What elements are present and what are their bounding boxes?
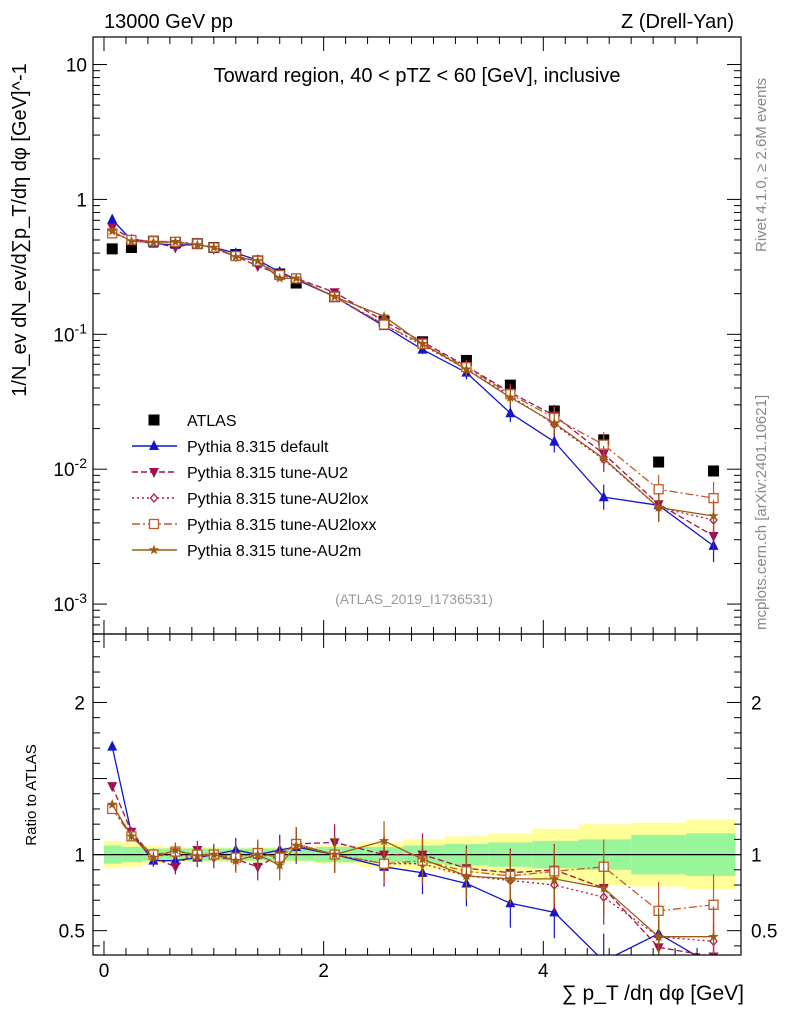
x-tick-label: 2 [318,961,329,982]
legend-marker-pythia-8-315-default [149,440,159,450]
ratio-point-pythia-8-315-tune-au2m [192,850,203,861]
ratio-point-pythia-8-315-default [709,960,719,970]
data-point-pythia-8-315-default [598,491,609,502]
data-point-pythia-8-315-tune-au2m [505,392,516,402]
ratio-point-pythia-8-315-tune-au2 [170,862,181,873]
ratio-point-pythia-8-315-tune-au2m [274,859,285,870]
ratio-point-pythia-8-315-tune-au2m [598,882,609,893]
ratio-point-pythia-8-315-tune-au2m [417,853,428,864]
data-point-pythia-8-315-tune-au2m [417,338,428,349]
legend-marker-pythia-8-315-tune-au2m [148,544,160,555]
ratio-point-pythia-8-315-tune-au2 [107,782,118,793]
ratio-y-tick-label: 1 [74,846,85,867]
ratio-point-pythia-8-315-tune-au2m [461,870,472,881]
data-point-atlas [106,243,118,255]
legend-marker-atlas [148,414,160,426]
ratio-point-pythia-8-315-tune-au2m [329,849,340,859]
ratio-point-pythia-8-315-tune-au2m [505,873,516,884]
data-point-atlas [653,456,665,468]
ratio-point-pythia-8-315-tune-au2m [252,849,263,859]
series-line-pythia-8-315-tune-au2loxx [111,232,714,499]
ratio-plot-layer [93,740,741,970]
legend-marker-pythia-8-315-tune-au2loxx [148,518,160,530]
y-tick-label: 10-1 [53,320,87,346]
data-point-pythia-8-315-tune-au2m [708,510,719,521]
data-point-pythia-8-315-tune-au2m [274,272,285,283]
data-point-pythia-8-315-tune-au2loxx [653,484,664,495]
data-point-pythia-8-315-tune-au2m [329,291,340,302]
data-point-pythia-8-315-tune-au2m [208,242,219,252]
x-tick-label: 4 [538,961,549,982]
rivet-label: Rivet 4.1.0, ≥ 2.6M events [753,78,770,252]
main-plot-layer [106,213,720,563]
data-point-pythia-8-315-tune-au2m [148,236,159,247]
data-point-pythia-8-315-tune-au2m [378,310,390,321]
ratio-y-axis-label: Ratio to ATLAS [23,744,40,845]
data-point-pythia-8-315-tune-au2m [549,417,560,428]
legend-entry-pythia-8-315-tune-au2m: Pythia 8.315 tune-AU2m [187,543,361,560]
ratio-y-tick-label: 2 [74,693,85,714]
legend: ATLAS Pythia 8.315 default Pythia 8.315 tu… [132,413,376,560]
ratio-y-tick-label: 0.5 [59,922,85,943]
data-point-atlas [125,242,137,254]
plot-title: Toward region, 40 < pTZ < 60 [GeV], incl… [214,65,621,87]
y-tick-label: 10-3 [53,590,87,616]
ratio-point-pythia-8-315-tune-au2m [230,855,241,866]
ratio-y-tick-label-right: 1 [751,846,762,867]
x-axis-label: ∑ p_T /dη dφ [GeV] [562,982,744,1005]
ratio-point-pythia-8-315-tune-au2m [291,840,302,850]
data-point-pythia-8-315-tune-au2m [192,239,203,250]
data-point-pythia-8-315-tune-au2m [126,235,137,246]
axes-layer: 0 2 4 10-3 10-2 10-1 1 10 0.5 0.5 1 1 2 2 Toward regio… [9,36,777,1005]
data-point-pythia-8-315-tune-au2m [170,236,181,247]
mcplots-label: mcplots.cern.ch [arXiv:2401.10621] [753,395,770,630]
ratio-point-pythia-8-315-tune-au2m [378,835,390,846]
legend-marker-pythia-8-315-tune-au2lox [149,493,159,503]
ratio-point-pythia-8-315-default [549,906,560,917]
legend-marker-pythia-8-315-tune-au2 [149,468,159,478]
x-tick-label: 0 [99,961,110,982]
ratio-point-pythia-8-315-tune-au2m [653,931,664,942]
ratio-point-pythia-8-315-tune-au2m [708,931,719,942]
data-point-pythia-8-315-default [505,407,516,418]
ratio-point-pythia-8-315-tune-au2m [126,830,137,841]
data-point-pythia-8-315-tune-au2m [252,255,263,266]
data-point-pythia-8-315-tune-au2 [708,531,719,542]
legend-entry-pythia-8-315-tune-au2loxx: Pythia 8.315 tune-AU2loxx [187,517,376,534]
data-point-pythia-8-315-default [549,435,560,446]
ratio-point-pythia-8-315-tune-au2m [549,873,560,884]
analysis-watermark: (ATLAS_2019_I1736531) [335,591,493,607]
data-point-pythia-8-315-tune-au2m [230,251,241,262]
ratio-point-pythia-8-315-tune-au2m [170,844,181,855]
legend-entry-atlas: ATLAS [187,413,237,430]
ratio-point-pythia-8-315-tune-au2m [107,798,118,809]
data-point-pythia-8-315-default [107,213,118,224]
legend-entry-pythia-8-315-tune-au2lox: Pythia 8.315 tune-AU2lox [187,491,368,508]
data-point-pythia-8-315-tune-au2loxx [378,319,390,330]
ratio-point-pythia-8-315-default [599,955,609,965]
ratio-point-pythia-8-315-tune-au2m [148,852,159,863]
series-line-pythia-8-315-tune-au2 [111,226,714,537]
ratio-point-pythia-8-315-tune-au2m [208,849,219,859]
ratio-y-tick-label-right: 2 [751,693,762,714]
data-point-pythia-8-315-tune-au2m [461,363,472,374]
y-axis-label: 1/N_ev dN_ev/d∑p_T/dη dφ [GeV]^-1 [9,63,31,396]
ratio-point-pythia-8-315-default [107,740,118,751]
ratio-frame [92,633,742,956]
data-point-atlas [708,465,720,477]
data-point-pythia-8-315-tune-au2m [653,502,664,512]
y-tick-label: 10 [66,56,87,77]
y-tick-label: 10-2 [53,455,87,481]
header-left: 13000 GeV pp [104,11,233,33]
y-tick-label: 1 [76,190,87,211]
data-point-pythia-8-315-tune-au2m [291,272,302,283]
header-right: Z (Drell-Yan) [621,11,734,33]
data-point-pythia-8-315-tune-au2m [598,453,609,463]
ratio-y-tick-label-right: 0.5 [751,922,777,943]
data-point-pythia-8-315-tune-au2m [107,225,118,236]
legend-entry-pythia-8-315-tune-au2: Pythia 8.315 tune-AU2 [187,465,348,482]
legend-entry-pythia-8-315-default: Pythia 8.315 default [187,439,329,456]
